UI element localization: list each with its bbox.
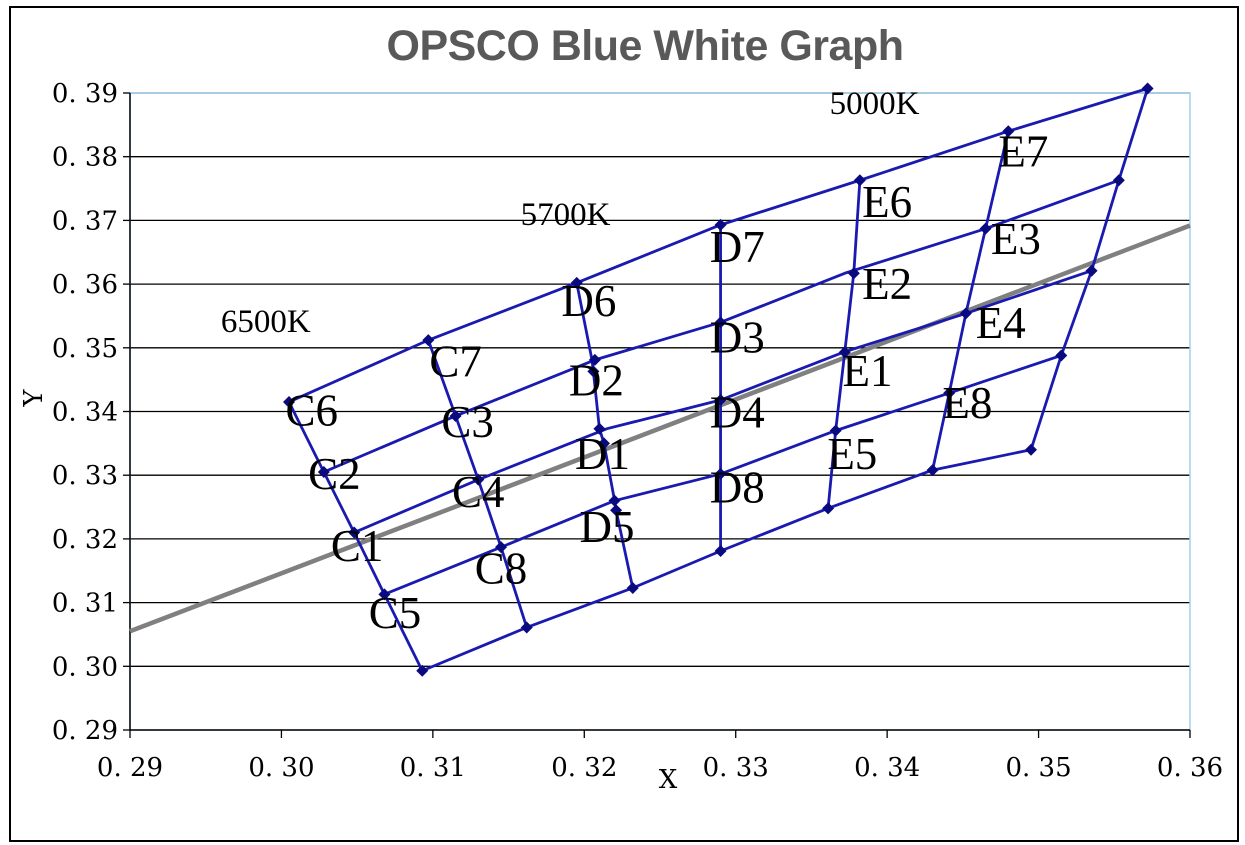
data-point	[317, 466, 330, 479]
data-point	[593, 422, 606, 435]
data-point	[822, 502, 835, 515]
bin-label: C3	[441, 397, 494, 447]
x-tick-label: 0. 36	[1157, 753, 1223, 783]
data-point	[853, 174, 866, 187]
bin-label: D7	[710, 222, 765, 272]
data-point	[979, 222, 992, 235]
data-points	[283, 82, 1154, 677]
bin-label: C6	[285, 386, 338, 436]
data-point	[959, 307, 972, 320]
x-tick-label: 0. 35	[1005, 753, 1071, 783]
y-tick-label: 0. 30	[52, 652, 118, 682]
y-tick-label: 0. 29	[52, 716, 118, 746]
data-point	[1112, 174, 1125, 187]
x-tick-label: 0. 31	[400, 753, 466, 783]
y-tick-label: 0. 35	[52, 334, 118, 364]
bin-label: C8	[475, 543, 528, 593]
data-point	[608, 494, 621, 507]
data-point	[1085, 264, 1098, 277]
y-tick-label: 0. 39	[52, 79, 118, 109]
bin-label: E7	[998, 126, 1048, 176]
data-point	[472, 473, 485, 486]
bin-label: E1	[842, 346, 892, 396]
data-point	[610, 504, 623, 517]
data-point	[1055, 349, 1068, 362]
x-tick-label: 0. 29	[97, 753, 163, 783]
y-tick-label: 0. 33	[52, 461, 118, 491]
cct-label: 6500K	[221, 304, 311, 340]
bin-boundary-line	[932, 88, 1149, 472]
y-tick-label: 0. 37	[52, 206, 118, 236]
data-point	[422, 334, 435, 347]
data-point	[714, 316, 727, 329]
tick-labels: 0. 29 0. 30 0. 31 0. 32 0. 33 0. 34 0. 35 0. 36…	[52, 79, 1223, 783]
data-point	[838, 346, 851, 359]
data-point	[847, 267, 860, 280]
y-axis-label: Y	[19, 389, 49, 408]
data-point	[1141, 82, 1154, 95]
data-point	[943, 387, 956, 400]
y-tick-label: 0. 32	[52, 525, 118, 555]
axes	[123, 92, 1191, 738]
data-point	[714, 218, 727, 231]
y-tick-label: 0. 31	[52, 589, 118, 619]
bin-label: D2	[569, 356, 624, 406]
y-tick-label: 0. 36	[52, 270, 118, 300]
bin-label: D6	[561, 276, 616, 326]
reference-line-path	[129, 223, 1191, 634]
data-point	[597, 437, 610, 450]
bin-label: C4	[452, 467, 505, 517]
x-tick-label: 0. 34	[854, 753, 920, 783]
cct-label: 5000K	[830, 86, 920, 122]
data-point	[626, 581, 639, 594]
data-point	[587, 365, 600, 378]
bin-label: E4	[976, 298, 1026, 348]
data-point	[1002, 125, 1015, 138]
cct-label: 5700K	[521, 197, 611, 233]
y-tick-label: 0. 34	[52, 398, 118, 428]
bin-boundary-line	[421, 468, 934, 673]
bin-label: E5	[827, 429, 877, 479]
data-point	[714, 545, 727, 558]
bin-label: D5	[580, 502, 635, 552]
x-tick-label: 0. 30	[248, 753, 314, 783]
data-point	[449, 409, 462, 422]
data-point	[495, 541, 507, 554]
y-tick-label: 0. 38	[52, 143, 118, 173]
bin-label: D8	[710, 463, 765, 513]
bin-label: D3	[710, 312, 765, 362]
bin-label: C1	[331, 521, 384, 571]
reference-line	[129, 223, 1191, 634]
data-point	[714, 467, 727, 480]
horizontal-gridlines	[130, 92, 1190, 667]
bin-label: C7	[429, 336, 482, 386]
bin-label: E2	[862, 259, 912, 309]
bin-label: D1	[575, 429, 630, 479]
data-point	[520, 621, 533, 634]
bin-labels: C6 C2 C1 C5 C7 C3 C4 C8 D6 D2 D1 D5 D7 D3 D4 D8 E6 E2 E1 E5…	[285, 126, 1048, 638]
data-point	[926, 464, 939, 477]
data-point	[283, 395, 295, 408]
cct-labels: 6500K 5700K 5000K	[221, 86, 920, 340]
bin-label: C5	[369, 588, 422, 638]
x-tick-label: 0. 33	[703, 753, 769, 783]
data-point	[588, 353, 601, 366]
bin-label: D4	[710, 387, 765, 437]
x-tick-label: 0. 32	[551, 753, 617, 783]
bin-label: C2	[308, 449, 361, 499]
data-point	[1025, 443, 1037, 456]
data-point	[348, 526, 361, 539]
bin-label: E6	[862, 177, 912, 227]
data-point	[829, 424, 842, 437]
bin-label: E8	[942, 378, 992, 428]
x-axis-label: X	[659, 765, 678, 795]
data-point	[416, 664, 429, 677]
chart-title: OPSCO Blue White Graph	[386, 22, 905, 70]
data-point	[714, 394, 727, 407]
bin-label: E3	[991, 214, 1041, 264]
data-point	[378, 588, 391, 601]
data-point	[570, 276, 583, 289]
